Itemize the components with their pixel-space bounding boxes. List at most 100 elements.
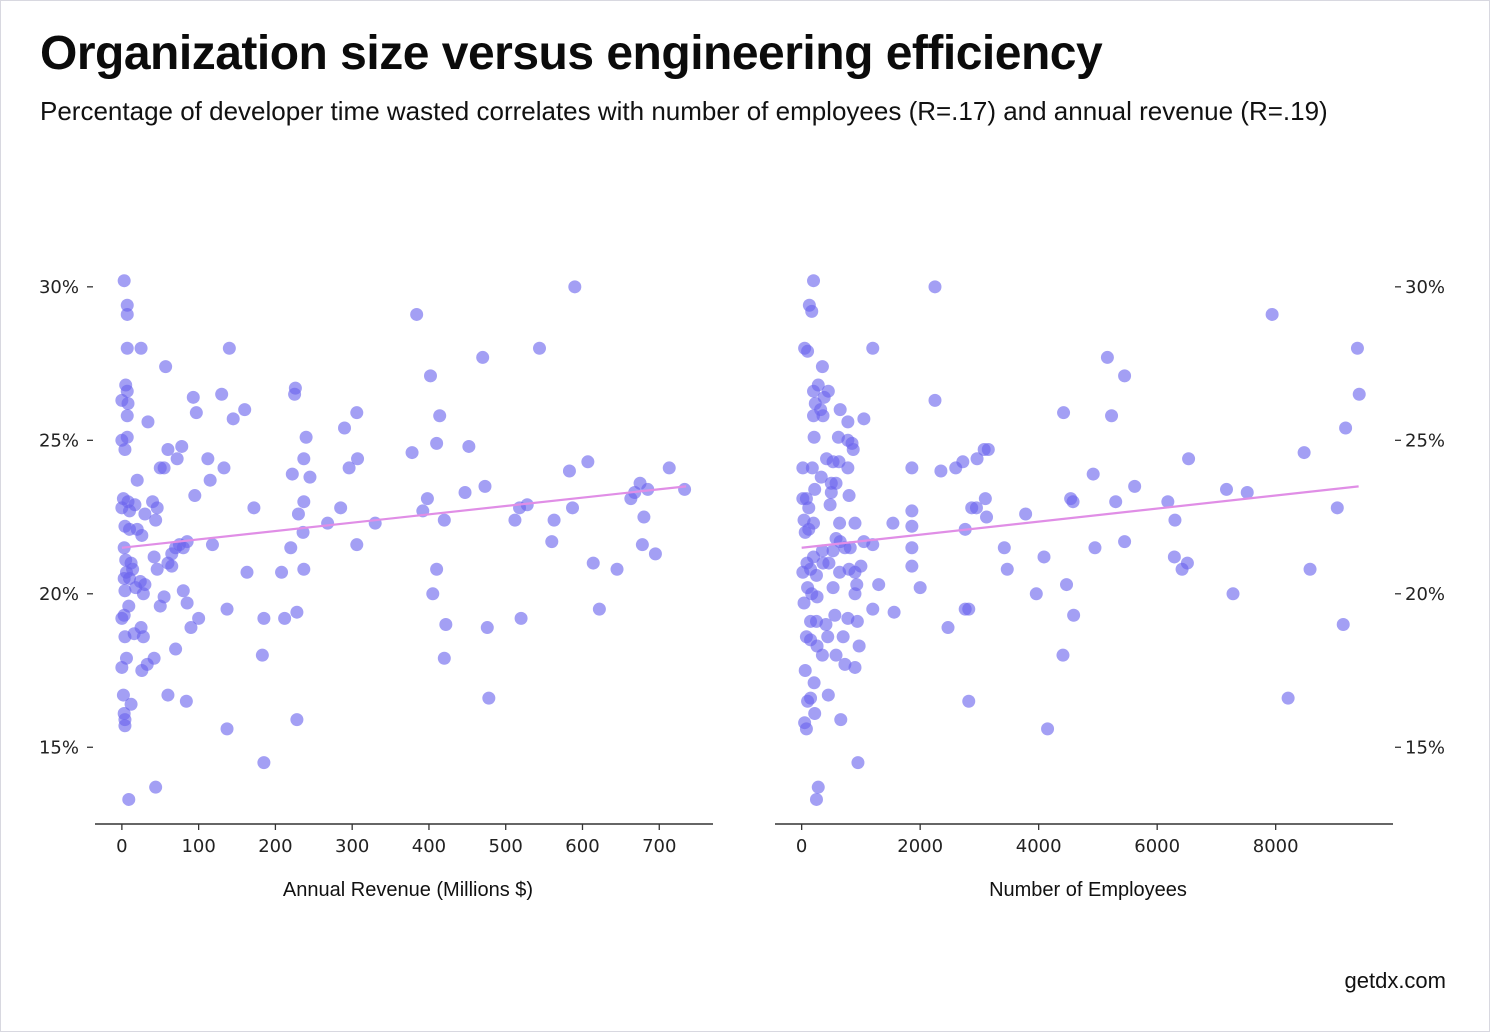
data-point <box>188 489 202 503</box>
x-tick-label: 500 <box>489 836 523 857</box>
data-point <box>1118 369 1132 383</box>
data-point <box>458 485 472 499</box>
data-point <box>581 455 595 469</box>
data-point <box>520 498 534 512</box>
data-point <box>796 565 810 579</box>
data-point <box>1037 550 1051 564</box>
data-point <box>1330 501 1344 515</box>
data-point <box>437 651 451 665</box>
data-point <box>117 608 131 622</box>
data-point <box>430 436 444 450</box>
data-point <box>826 581 840 595</box>
data-point <box>857 412 871 426</box>
data-point <box>866 602 880 616</box>
data-point <box>545 535 559 549</box>
data-point <box>240 565 254 579</box>
data-point <box>1041 722 1055 736</box>
data-point <box>807 409 821 423</box>
data-point <box>121 396 135 410</box>
data-point <box>122 792 136 806</box>
y-tick-label: 25% <box>1405 430 1445 451</box>
data-point <box>807 274 821 288</box>
data-point <box>851 756 865 770</box>
data-point <box>934 464 948 478</box>
data-point <box>1029 587 1043 601</box>
data-point <box>117 274 131 288</box>
data-point <box>810 590 824 604</box>
x-tick-label: 400 <box>412 836 446 857</box>
data-point <box>822 556 836 570</box>
page-subtitle: Percentage of developer time wasted corr… <box>40 96 1328 126</box>
data-point <box>808 706 822 720</box>
data-point <box>130 473 144 487</box>
revenue-scatter-panel: 0 100 200 300 400 500 600 700 15% 20% 25% 30% Annual… <box>39 274 713 901</box>
data-point <box>836 630 850 644</box>
data-point <box>303 470 317 484</box>
data-point <box>905 504 919 518</box>
data-point <box>805 304 819 318</box>
data-point <box>905 461 919 475</box>
data-point <box>1109 495 1123 509</box>
data-point <box>1088 541 1102 555</box>
data-point <box>1336 617 1350 631</box>
data-point <box>887 605 901 619</box>
data-point <box>285 467 299 481</box>
data-point <box>807 676 821 690</box>
x-tick-label: 300 <box>335 836 369 857</box>
data-point <box>170 452 184 466</box>
data-point <box>297 562 311 576</box>
data-point <box>816 409 830 423</box>
data-point <box>350 406 364 420</box>
data-point <box>297 495 311 509</box>
data-point <box>149 513 163 527</box>
data-point <box>962 602 976 616</box>
data-point <box>641 482 655 496</box>
data-point <box>956 455 970 469</box>
data-point <box>905 519 919 533</box>
data-point <box>811 378 825 392</box>
trend-line <box>801 485 1359 549</box>
data-point <box>566 501 580 515</box>
data-point <box>437 513 451 527</box>
data-point <box>514 611 528 625</box>
data-point <box>226 412 240 426</box>
data-point <box>165 559 179 573</box>
data-point <box>1060 578 1074 592</box>
data-point <box>175 439 189 453</box>
data-point <box>462 439 476 453</box>
trend-line <box>121 485 687 549</box>
data-point <box>1128 479 1142 493</box>
data-point <box>478 479 492 493</box>
data-point <box>805 461 819 475</box>
data-point <box>1000 562 1014 576</box>
data-point <box>796 461 810 475</box>
data-point <box>1056 648 1070 662</box>
data-point <box>1066 495 1080 509</box>
data-point <box>798 525 812 539</box>
x-tick-label: 600 <box>565 836 599 857</box>
data-point <box>799 722 813 736</box>
data-point <box>120 298 134 312</box>
data-point <box>257 611 271 625</box>
data-point <box>1182 452 1196 466</box>
data-point <box>123 504 137 518</box>
y-tick-label: 30% <box>1405 277 1445 298</box>
data-point <box>562 464 576 478</box>
data-point <box>838 657 852 671</box>
data-point <box>120 307 134 321</box>
data-point <box>823 498 837 512</box>
data-point <box>439 617 453 631</box>
data-point <box>480 621 494 635</box>
data-point <box>291 507 305 521</box>
data-point <box>1350 341 1364 355</box>
data-point <box>980 510 994 524</box>
data-point <box>1086 467 1100 481</box>
data-point <box>405 446 419 460</box>
data-point <box>824 485 838 499</box>
data-point <box>351 452 365 466</box>
data-point <box>120 341 134 355</box>
data-point <box>834 713 848 727</box>
data-point <box>841 415 855 429</box>
data-point <box>848 587 862 601</box>
data-point <box>1352 387 1366 401</box>
